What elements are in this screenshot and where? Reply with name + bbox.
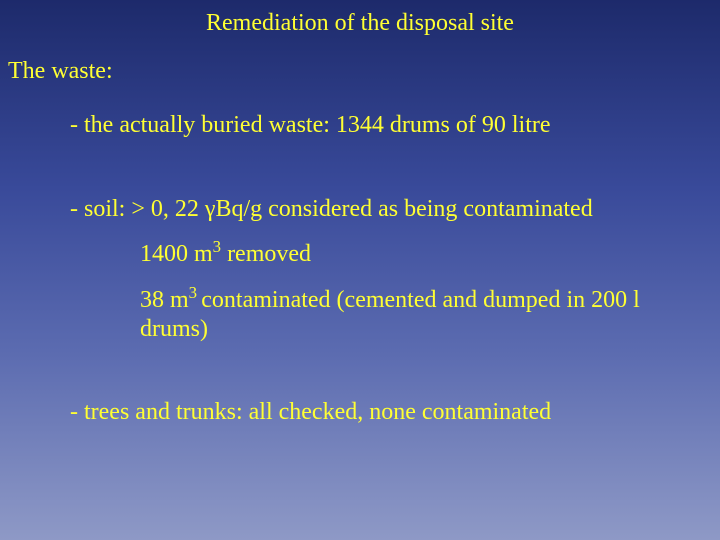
removed-post: removed	[221, 241, 311, 267]
slide-title: Remediation of the disposal site	[0, 10, 720, 37]
contam-post: contaminated (cemented and dumped in 200…	[140, 287, 640, 342]
bullet-trees: - trees and trunks: all checked, none co…	[70, 399, 551, 426]
slide: Remediation of the disposal site The was…	[0, 0, 720, 540]
sub-contaminated: 38 m3 contaminated (cemented and dumped …	[140, 286, 660, 344]
section-label: The waste:	[8, 58, 113, 85]
removed-pre: 1400 m	[140, 241, 213, 267]
contam-exp: 3	[189, 283, 202, 302]
bullet-buried-waste: - the actually buried waste: 1344 drums …	[70, 112, 551, 139]
contam-pre: 38 m	[140, 287, 189, 313]
removed-exp: 3	[213, 237, 221, 256]
bullet-soil: - soil: > 0, 22 γBq/g considered as bein…	[70, 196, 593, 223]
sub-removed: 1400 m3 removed	[140, 241, 311, 268]
